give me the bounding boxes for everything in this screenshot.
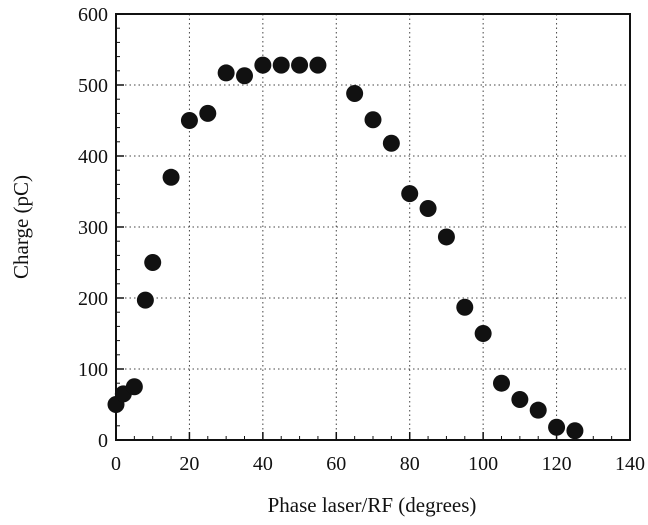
y-tick-labels: 0 100 200 300 400 500 600 bbox=[78, 4, 108, 452]
data-point bbox=[364, 111, 382, 129]
y-axis-title: Charge (pC) bbox=[9, 175, 33, 279]
y-tick-label: 300 bbox=[78, 217, 108, 239]
data-point bbox=[180, 112, 198, 129]
y-tick-label: 400 bbox=[78, 146, 108, 168]
data-point bbox=[254, 56, 272, 74]
data-point bbox=[346, 85, 364, 103]
data-point bbox=[493, 374, 510, 392]
data-point bbox=[144, 254, 162, 271]
y-tick-label: 200 bbox=[78, 288, 108, 310]
data-point bbox=[529, 401, 547, 419]
data-point bbox=[419, 200, 437, 218]
data-point bbox=[272, 56, 290, 74]
data-point bbox=[548, 418, 566, 436]
data-point bbox=[162, 168, 180, 186]
data-point bbox=[456, 298, 474, 316]
y-tick-label: 100 bbox=[78, 359, 108, 381]
y-tick-label: 600 bbox=[78, 4, 108, 26]
x-tick-label: 140 bbox=[615, 453, 645, 475]
data-points bbox=[107, 56, 584, 440]
data-point bbox=[566, 422, 584, 440]
x-tick-label: 120 bbox=[542, 453, 572, 475]
data-point bbox=[437, 228, 455, 246]
x-axis-title: Phase laser/RF (degrees) bbox=[268, 493, 477, 517]
data-point bbox=[291, 56, 309, 74]
data-point bbox=[199, 104, 217, 122]
data-point bbox=[125, 378, 143, 396]
data-point bbox=[474, 325, 492, 342]
y-tick-label: 500 bbox=[78, 75, 108, 97]
grid-lines bbox=[116, 14, 630, 440]
x-tick-label: 100 bbox=[468, 453, 498, 475]
data-point bbox=[309, 56, 327, 74]
axis-ticks bbox=[115, 13, 631, 441]
y-tick-label: 0 bbox=[98, 430, 108, 452]
x-tick-label: 40 bbox=[253, 453, 273, 475]
x-tick-label: 20 bbox=[179, 453, 199, 475]
data-point bbox=[136, 291, 154, 309]
data-point bbox=[382, 134, 400, 152]
x-tick-label: 0 bbox=[111, 453, 121, 475]
x-tick-label: 60 bbox=[326, 453, 346, 475]
x-tick-label: 80 bbox=[400, 453, 420, 475]
x-tick-labels: 0 20 40 60 80 100 120 140 bbox=[111, 453, 645, 475]
data-point bbox=[511, 391, 529, 409]
data-point bbox=[217, 64, 235, 82]
data-point bbox=[401, 185, 419, 203]
data-point bbox=[236, 67, 253, 85]
